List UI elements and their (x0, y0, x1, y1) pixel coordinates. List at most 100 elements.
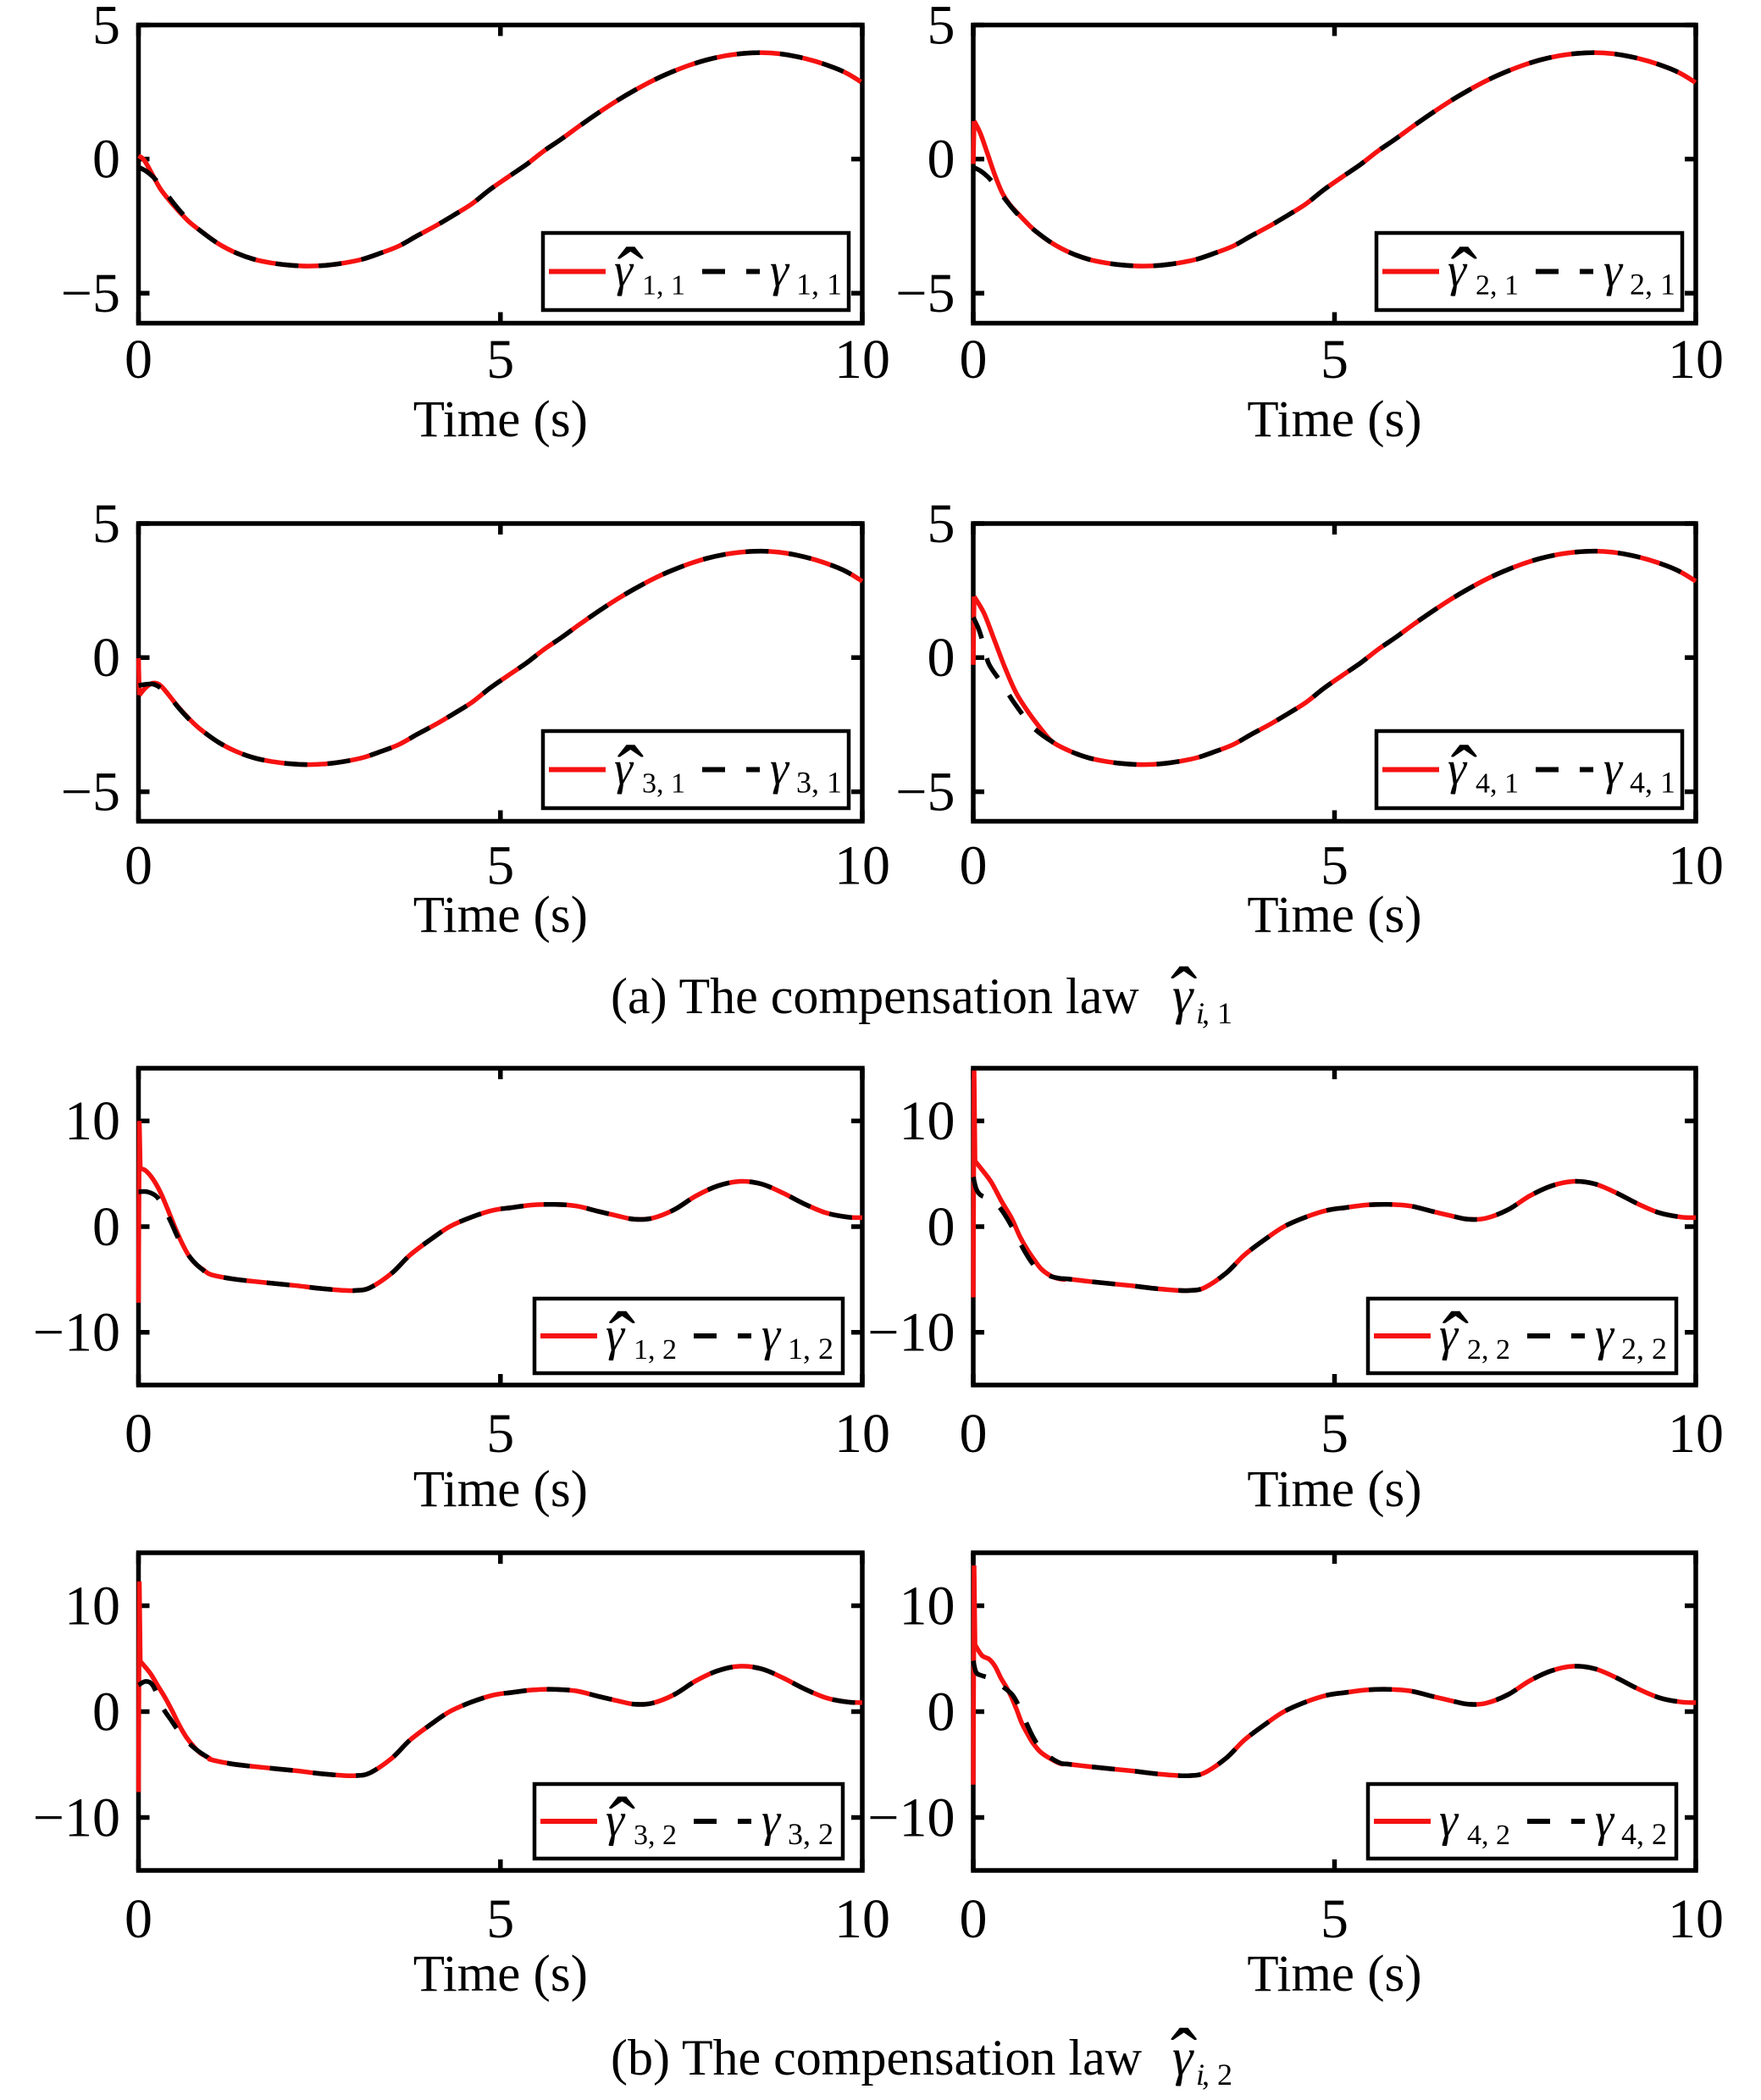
svg-text:γ: γ (1172, 967, 1194, 1025)
svg-text:3, 1: 3, 1 (796, 766, 842, 800)
svg-text:γ: γ (1595, 1794, 1615, 1847)
svg-text:0: 0 (92, 1196, 120, 1258)
svg-text:5: 5 (1321, 1888, 1348, 1950)
svg-text:Time (s): Time (s) (413, 887, 588, 944)
svg-text:5: 5 (1321, 1403, 1348, 1465)
svg-text:0: 0 (960, 1403, 988, 1465)
svg-text:ˆ: ˆ (1451, 231, 1478, 321)
svg-text:10: 10 (1668, 834, 1724, 896)
svg-text:−10: −10 (33, 1302, 120, 1364)
svg-text:ˆ: ˆ (1443, 1295, 1470, 1385)
svg-text:1, 2: 1, 2 (788, 1332, 833, 1366)
svg-text:10: 10 (834, 1888, 890, 1950)
svg-text:10: 10 (834, 1403, 890, 1465)
svg-text:0: 0 (928, 627, 955, 689)
svg-text:10: 10 (900, 1090, 955, 1152)
svg-text:5: 5 (928, 493, 955, 555)
svg-text:(a) The compensation law: (a) The compensation law (611, 968, 1139, 1024)
svg-text:10: 10 (1668, 1888, 1724, 1950)
svg-text:5: 5 (1321, 834, 1348, 896)
svg-text:, 1: , 1 (1202, 996, 1232, 1030)
svg-text:ˆ: ˆ (1171, 2012, 1198, 2100)
svg-text:1, 1: 1, 1 (796, 268, 842, 302)
svg-text:0: 0 (928, 129, 955, 191)
svg-text:Time (s): Time (s) (413, 391, 588, 448)
svg-text:5: 5 (486, 1888, 514, 1950)
svg-text:4, 1: 4, 1 (1630, 766, 1675, 800)
svg-text:Time (s): Time (s) (1247, 887, 1421, 944)
svg-text:10: 10 (834, 329, 890, 391)
svg-text:Time (s): Time (s) (1247, 391, 1421, 448)
svg-text:10: 10 (834, 834, 890, 896)
svg-text:0: 0 (125, 329, 152, 391)
svg-text:ˆ: ˆ (609, 1295, 636, 1385)
svg-text:10: 10 (1668, 329, 1724, 391)
svg-text:−5: −5 (61, 263, 120, 324)
svg-text:γ: γ (761, 1309, 782, 1361)
svg-text:5: 5 (1321, 329, 1348, 391)
svg-text:i: i (1196, 2058, 1204, 2092)
svg-text:5: 5 (486, 834, 514, 896)
svg-text:γ: γ (770, 743, 790, 795)
svg-text:3, 1: 3, 1 (642, 768, 685, 800)
svg-text:γ: γ (761, 1794, 782, 1847)
svg-text:−5: −5 (895, 263, 955, 324)
svg-text:1, 1: 1, 1 (642, 270, 685, 302)
svg-text:, 2: , 2 (1202, 2058, 1232, 2092)
svg-text:−10: −10 (867, 1302, 955, 1364)
svg-text:3, 2: 3, 2 (788, 1817, 833, 1851)
svg-text:γ: γ (1448, 743, 1468, 795)
svg-text:2, 1: 2, 1 (1476, 270, 1519, 302)
svg-text:Time (s): Time (s) (1247, 1946, 1421, 2003)
svg-text:i: i (1196, 996, 1204, 1030)
svg-text:10: 10 (64, 1090, 120, 1152)
svg-text:ˆ: ˆ (617, 729, 645, 819)
svg-text:Time (s): Time (s) (413, 1461, 588, 1518)
svg-text:γ: γ (770, 245, 790, 297)
svg-text:γ: γ (1172, 2029, 1194, 2086)
svg-text:ˆ: ˆ (1451, 729, 1478, 819)
svg-text:2, 1: 2, 1 (1630, 268, 1675, 302)
svg-text:γ: γ (614, 743, 634, 795)
svg-text:10: 10 (64, 1575, 120, 1637)
svg-text:5: 5 (92, 0, 120, 56)
svg-text:0: 0 (125, 1403, 152, 1465)
svg-text:0: 0 (928, 1196, 955, 1258)
svg-text:γ: γ (606, 1794, 626, 1847)
svg-text:0: 0 (125, 834, 152, 896)
svg-text:−10: −10 (867, 1787, 955, 1848)
svg-text:0: 0 (92, 627, 120, 689)
svg-text:0: 0 (960, 1888, 988, 1950)
svg-text:5: 5 (92, 493, 120, 555)
svg-text:ˆ: ˆ (609, 1781, 636, 1870)
svg-text:γ: γ (1448, 245, 1468, 297)
svg-text:0: 0 (125, 1888, 152, 1950)
svg-text:2, 2: 2, 2 (1467, 1334, 1510, 1366)
svg-text:γ: γ (1603, 245, 1624, 297)
svg-text:5: 5 (486, 329, 514, 391)
svg-text:0: 0 (960, 834, 988, 896)
svg-text:4, 1: 4, 1 (1476, 768, 1519, 800)
svg-text:ˆ: ˆ (617, 231, 645, 321)
svg-text:2, 2: 2, 2 (1621, 1332, 1667, 1366)
svg-text:0: 0 (928, 1681, 955, 1743)
svg-text:γ: γ (1439, 1309, 1459, 1361)
svg-text:−5: −5 (895, 761, 955, 823)
svg-text:γ: γ (606, 1309, 626, 1361)
svg-text:4, 2: 4, 2 (1467, 1820, 1510, 1851)
svg-text:γ: γ (1603, 743, 1624, 795)
svg-text:0: 0 (960, 329, 988, 391)
svg-text:3, 2: 3, 2 (634, 1820, 677, 1851)
svg-text:4, 2: 4, 2 (1621, 1817, 1667, 1851)
svg-text:γ: γ (614, 245, 634, 297)
svg-text:−5: −5 (61, 761, 120, 823)
svg-text:5: 5 (928, 0, 955, 56)
svg-text:5: 5 (486, 1403, 514, 1465)
svg-text:1, 2: 1, 2 (634, 1334, 677, 1366)
svg-text:γ: γ (1439, 1794, 1459, 1847)
svg-text:ˆ: ˆ (1171, 950, 1198, 1040)
svg-text:0: 0 (92, 1681, 120, 1743)
svg-text:Time (s): Time (s) (413, 1946, 588, 2003)
svg-text:10: 10 (1668, 1403, 1724, 1465)
svg-text:(b) The compensation law: (b) The compensation law (611, 2030, 1143, 2086)
